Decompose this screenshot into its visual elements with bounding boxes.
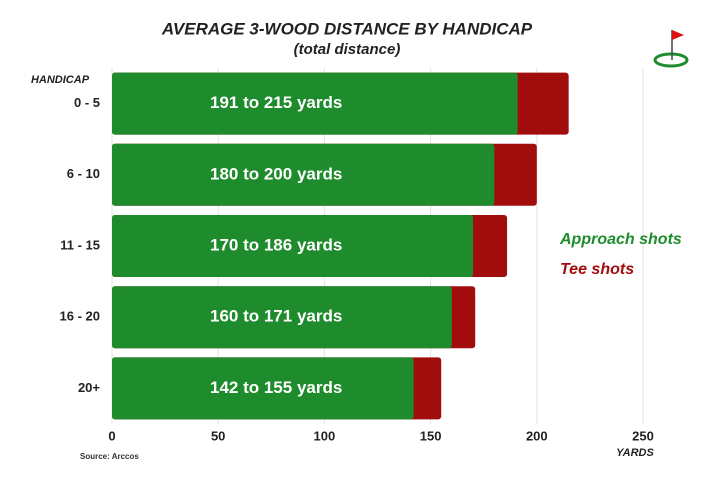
source: Source: Arccos — [80, 452, 139, 461]
value-label: 170 to 186 yards — [210, 235, 342, 254]
bar — [112, 72, 518, 135]
chart-subtitle: (total distance) — [294, 41, 401, 58]
x-tick-label: 50 — [211, 428, 225, 443]
value-label: 191 to 215 yards — [210, 93, 342, 112]
y-axis-label: HANDICAP — [31, 74, 90, 86]
legend-label: Tee shots — [560, 261, 634, 278]
value-label: 142 to 155 yards — [210, 378, 342, 397]
chart-title: AVERAGE 3-WOOD DISTANCE BY HANDICAP — [161, 19, 533, 38]
bar — [112, 286, 452, 349]
value-label: 160 to 171 yards — [210, 307, 342, 326]
bar — [112, 357, 414, 420]
bar — [112, 143, 495, 206]
bar — [112, 215, 474, 277]
x-tick-label: 250 — [632, 428, 654, 443]
y-tick-label: 16 - 20 — [60, 309, 100, 324]
x-tick-label: 200 — [526, 428, 548, 443]
value-label: 180 to 200 yards — [210, 164, 342, 183]
y-tick-label: 11 - 15 — [60, 237, 100, 252]
x-axis-label: YARDS — [616, 447, 654, 459]
x-tick-label: 100 — [314, 428, 336, 443]
x-tick-label: 150 — [420, 428, 442, 443]
y-tick-label: 6 - 10 — [67, 166, 100, 181]
legend-label: Approach shots — [559, 231, 682, 248]
flag-icon — [653, 30, 689, 68]
y-tick-label: 20+ — [78, 380, 100, 395]
y-tick-label: 0 - 5 — [74, 95, 100, 110]
x-tick-label: 0 — [108, 428, 115, 443]
